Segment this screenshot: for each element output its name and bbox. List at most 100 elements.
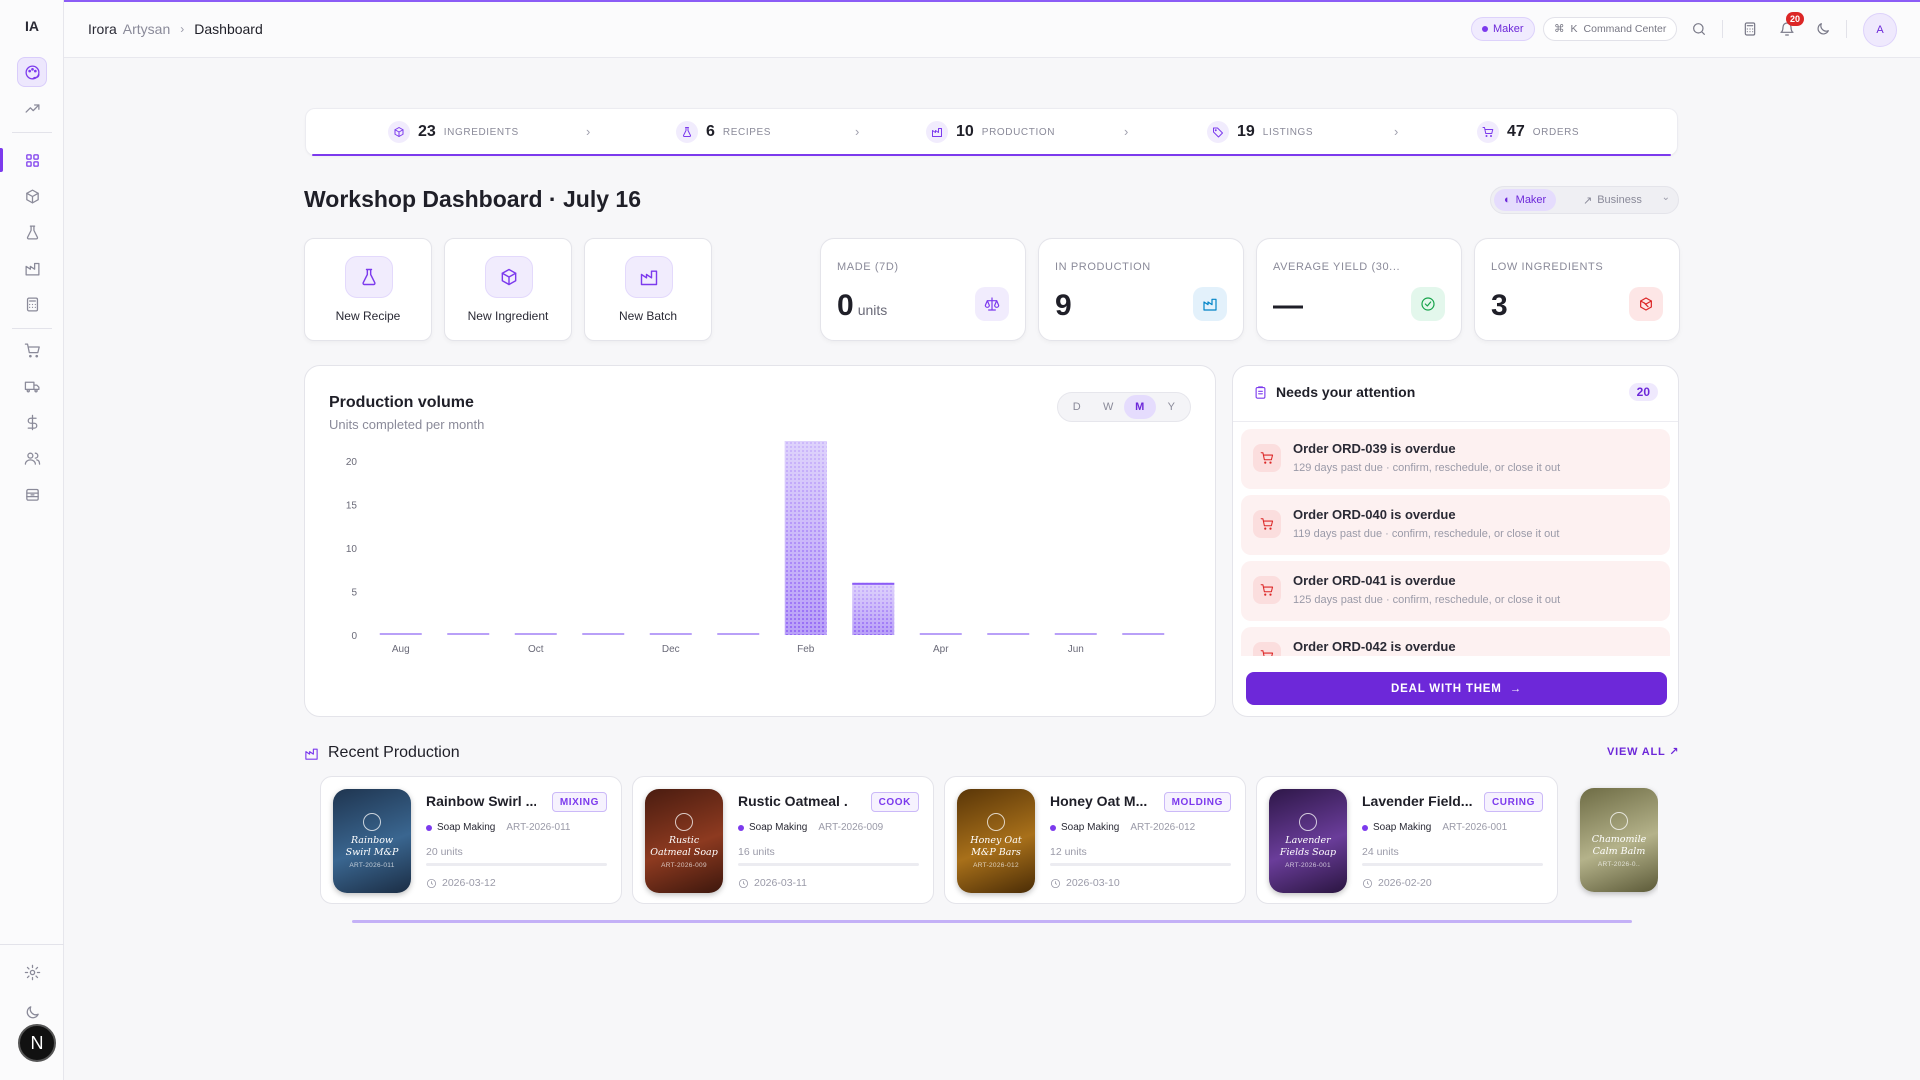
mode-maker-button[interactable]: ◐ Maker xyxy=(1494,189,1557,211)
production-card[interactable]: Honey Oat M&P Bars ART-2026-012 Honey Oa… xyxy=(944,776,1246,904)
production-code: ART-2026-011 xyxy=(506,822,571,833)
settings-gear-icon[interactable] xyxy=(17,957,47,987)
attention-list[interactable]: Order ORD-039 is overdue 129 days past d… xyxy=(1241,429,1670,656)
bar-sep[interactable] xyxy=(447,633,490,635)
progress-track xyxy=(1362,863,1543,866)
cube-icon xyxy=(485,256,533,298)
production-card[interactable]: Rustic Oatmeal Soap ART-2026-009 Rustic … xyxy=(632,776,934,904)
new-ingredient-button[interactable]: New Ingredient xyxy=(444,238,572,341)
kpi-number: 3 xyxy=(1491,289,1508,322)
kpi-label: IN PRODUCTION xyxy=(1055,261,1151,273)
flask-icon xyxy=(676,121,698,143)
flask-icon[interactable] xyxy=(17,217,47,247)
scale-icon xyxy=(975,287,1009,321)
progress-track xyxy=(1050,863,1231,866)
production-card[interactable]: Chamomile Calm Balm ART-2026-0.. xyxy=(1568,776,1658,904)
kpi-number: 9 xyxy=(1055,289,1072,322)
attention-item[interactable]: Order ORD-040 is overdue 119 days past d… xyxy=(1241,495,1670,555)
attention-item[interactable]: Order ORD-039 is overdue 129 days past d… xyxy=(1241,429,1670,489)
mode-business-button[interactable]: ↗ Business xyxy=(1577,189,1648,211)
attention-item[interactable]: Order ORD-042 is overdue xyxy=(1241,627,1670,656)
production-date: 2026-03-12 xyxy=(426,877,496,889)
cube-icon[interactable] xyxy=(17,181,47,211)
y-tick-label: 20 xyxy=(346,457,358,468)
moon-icon[interactable] xyxy=(1812,18,1834,40)
category-dot-icon xyxy=(1050,824,1056,831)
strip-item-production[interactable]: 10 PRODUCTION xyxy=(926,121,1055,143)
recent-production-carousel[interactable]: Rainbow Swirl M&P ART-2026-011 Rainbow S… xyxy=(320,776,1658,908)
bar-jul[interactable] xyxy=(1122,633,1165,635)
tag-icon xyxy=(1207,121,1229,143)
strip-label: PRODUCTION xyxy=(981,126,1056,138)
archive-icon[interactable] xyxy=(17,479,47,509)
new-recipe-button[interactable]: New Recipe xyxy=(304,238,432,341)
bar-jun[interactable] xyxy=(1054,633,1097,635)
header-divider xyxy=(1846,20,1847,38)
strip-item-recipes[interactable]: 6 RECIPES xyxy=(676,121,771,143)
category-label: Soap Making xyxy=(1061,822,1120,833)
range-day-button[interactable]: D xyxy=(1072,401,1081,413)
strip-item-orders[interactable]: 47 ORDERS xyxy=(1477,121,1579,143)
product-image-code: ART-2026-009 xyxy=(661,862,707,869)
deal-with-them-button[interactable]: DEAL WITH THEM → xyxy=(1246,672,1667,705)
kpi-average-yield[interactable]: AVERAGE YIELD (30... — xyxy=(1256,238,1462,341)
calculator-icon[interactable] xyxy=(1739,18,1761,40)
moon-icon[interactable] xyxy=(17,997,47,1027)
range-year-button[interactable]: Y xyxy=(1167,401,1175,413)
new-batch-button[interactable]: New Batch xyxy=(584,238,712,341)
production-category: Soap Making ART-2026-012 xyxy=(1050,822,1195,833)
production-card[interactable]: Rainbow Swirl M&P ART-2026-011 Rainbow S… xyxy=(320,776,622,904)
factory-icon xyxy=(926,121,948,143)
kpi-in-production[interactable]: IN PRODUCTION 9 xyxy=(1038,238,1244,341)
attention-item[interactable]: Order ORD-041 is overdue 125 days past d… xyxy=(1241,561,1670,621)
production-card[interactable]: Lavender Fields Soap ART-2026-001 Lavend… xyxy=(1256,776,1558,904)
chevron-down-icon[interactable]: ⌄ xyxy=(1661,192,1670,203)
factory-icon[interactable] xyxy=(17,253,47,283)
product-image-label: Rainbow Swirl M&P xyxy=(345,835,399,858)
sidebar: IA N xyxy=(0,0,64,1080)
strip-value: 47 xyxy=(1507,123,1525,140)
trending-icon[interactable] xyxy=(17,93,47,123)
command-center-button[interactable]: ⌘ K Command Center xyxy=(1543,17,1678,41)
production-date-value: 2026-03-12 xyxy=(442,877,496,889)
truck-icon[interactable] xyxy=(17,371,47,401)
view-all-link[interactable]: VIEW ALL ↗ xyxy=(1607,745,1679,758)
next-dev-badge[interactable]: N xyxy=(18,1024,56,1062)
bar-nov[interactable] xyxy=(582,633,625,635)
mode-pill[interactable]: Maker xyxy=(1471,17,1535,41)
search-icon[interactable] xyxy=(1688,18,1710,40)
dollar-icon[interactable] xyxy=(17,407,47,437)
command-key-letter: K xyxy=(1570,23,1578,35)
attention-divider xyxy=(1233,421,1678,422)
range-week-button[interactable]: W xyxy=(1103,401,1114,413)
kpi-low-ingredients[interactable]: LOW INGREDIENTS 3 xyxy=(1474,238,1680,341)
bar-may[interactable] xyxy=(987,633,1030,635)
x-tick-label: Aug xyxy=(392,644,410,655)
production-code: ART-2026-012 xyxy=(1130,822,1196,833)
calculator-icon[interactable] xyxy=(17,289,47,319)
kpi-value: — xyxy=(1273,289,1303,323)
breadcrumb-workspace[interactable]: Irora xyxy=(88,21,117,37)
production-name: Rustic Oatmeal ... xyxy=(738,793,848,809)
carousel-scrollbar[interactable] xyxy=(352,920,1632,923)
attention-item-detail: 119 days past due · confirm, reschedule,… xyxy=(1293,528,1560,540)
app-logo[interactable]: IA xyxy=(25,18,39,34)
strip-item-listings[interactable]: 19 LISTINGS xyxy=(1207,121,1313,143)
cart-icon[interactable] xyxy=(17,335,47,365)
bar-apr[interactable] xyxy=(919,633,962,635)
range-month-button[interactable]: M xyxy=(1124,395,1156,419)
dashboard-grid-icon[interactable] xyxy=(17,145,47,175)
user-avatar[interactable]: A xyxy=(1863,13,1897,47)
palette-icon[interactable] xyxy=(17,57,47,87)
production-code: ART-2026-009 xyxy=(818,822,884,833)
strip-item-ingredients[interactable]: 23 INGREDIENTS xyxy=(388,121,519,143)
kpi-made-7d[interactable]: MADE (7D) 0 units xyxy=(820,238,1026,341)
bar-jan[interactable] xyxy=(717,633,760,635)
bar-aug[interactable] xyxy=(379,633,422,635)
attention-title: Needs your attention xyxy=(1276,384,1416,400)
product-image-label: Honey Oat M&P Bars xyxy=(970,835,1022,858)
bar-dec[interactable] xyxy=(649,633,692,635)
breadcrumb-app[interactable]: Artysan xyxy=(122,21,171,37)
bar-oct[interactable] xyxy=(514,633,557,635)
users-icon[interactable] xyxy=(17,443,47,473)
